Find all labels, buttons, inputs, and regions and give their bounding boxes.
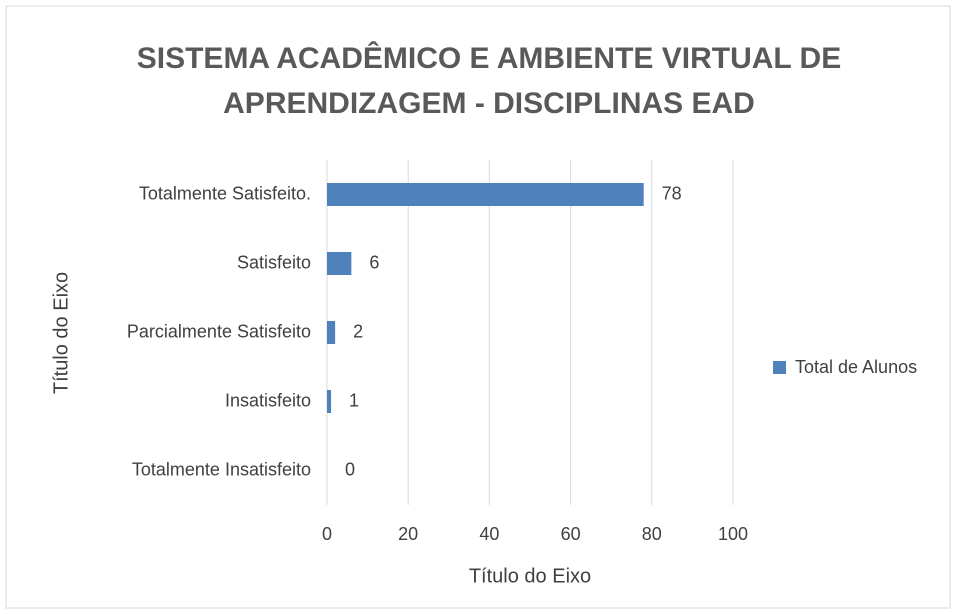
chart-border — [5, 5, 951, 609]
y-tick-label: Satisfeito — [237, 252, 311, 272]
legend-swatch — [773, 361, 786, 374]
bar — [327, 390, 332, 413]
bar — [327, 252, 352, 275]
bar — [327, 183, 644, 206]
data-label: 6 — [369, 252, 379, 272]
y-tick-label: Totalmente Satisfeito. — [139, 183, 311, 203]
chart-title: SISTEMA ACADÊMICO E AMBIENTE VIRTUAL DE … — [136, 42, 842, 120]
data-label: 78 — [662, 183, 682, 203]
x-tick-label: 60 — [561, 524, 581, 544]
y-tick-label: Insatisfeito — [225, 390, 311, 410]
legend-label: Total de Alunos — [795, 357, 917, 377]
data-label: 1 — [349, 390, 359, 410]
data-label: 2 — [353, 321, 363, 341]
y-tick-label: Parcialmente Satisfeito — [127, 321, 311, 341]
x-tick-label: 0 — [322, 524, 332, 544]
x-tick-label: 20 — [398, 524, 418, 544]
x-tick-label: 80 — [642, 524, 662, 544]
x-tick-label: 100 — [718, 524, 748, 544]
data-label: 0 — [345, 459, 355, 479]
y-axis-title: Título do Eixo — [50, 272, 72, 394]
x-axis-title: Título do Eixo — [469, 565, 591, 587]
y-tick-label: Totalmente Insatisfeito — [132, 459, 311, 479]
bar — [327, 321, 336, 344]
x-tick-label: 40 — [479, 524, 499, 544]
